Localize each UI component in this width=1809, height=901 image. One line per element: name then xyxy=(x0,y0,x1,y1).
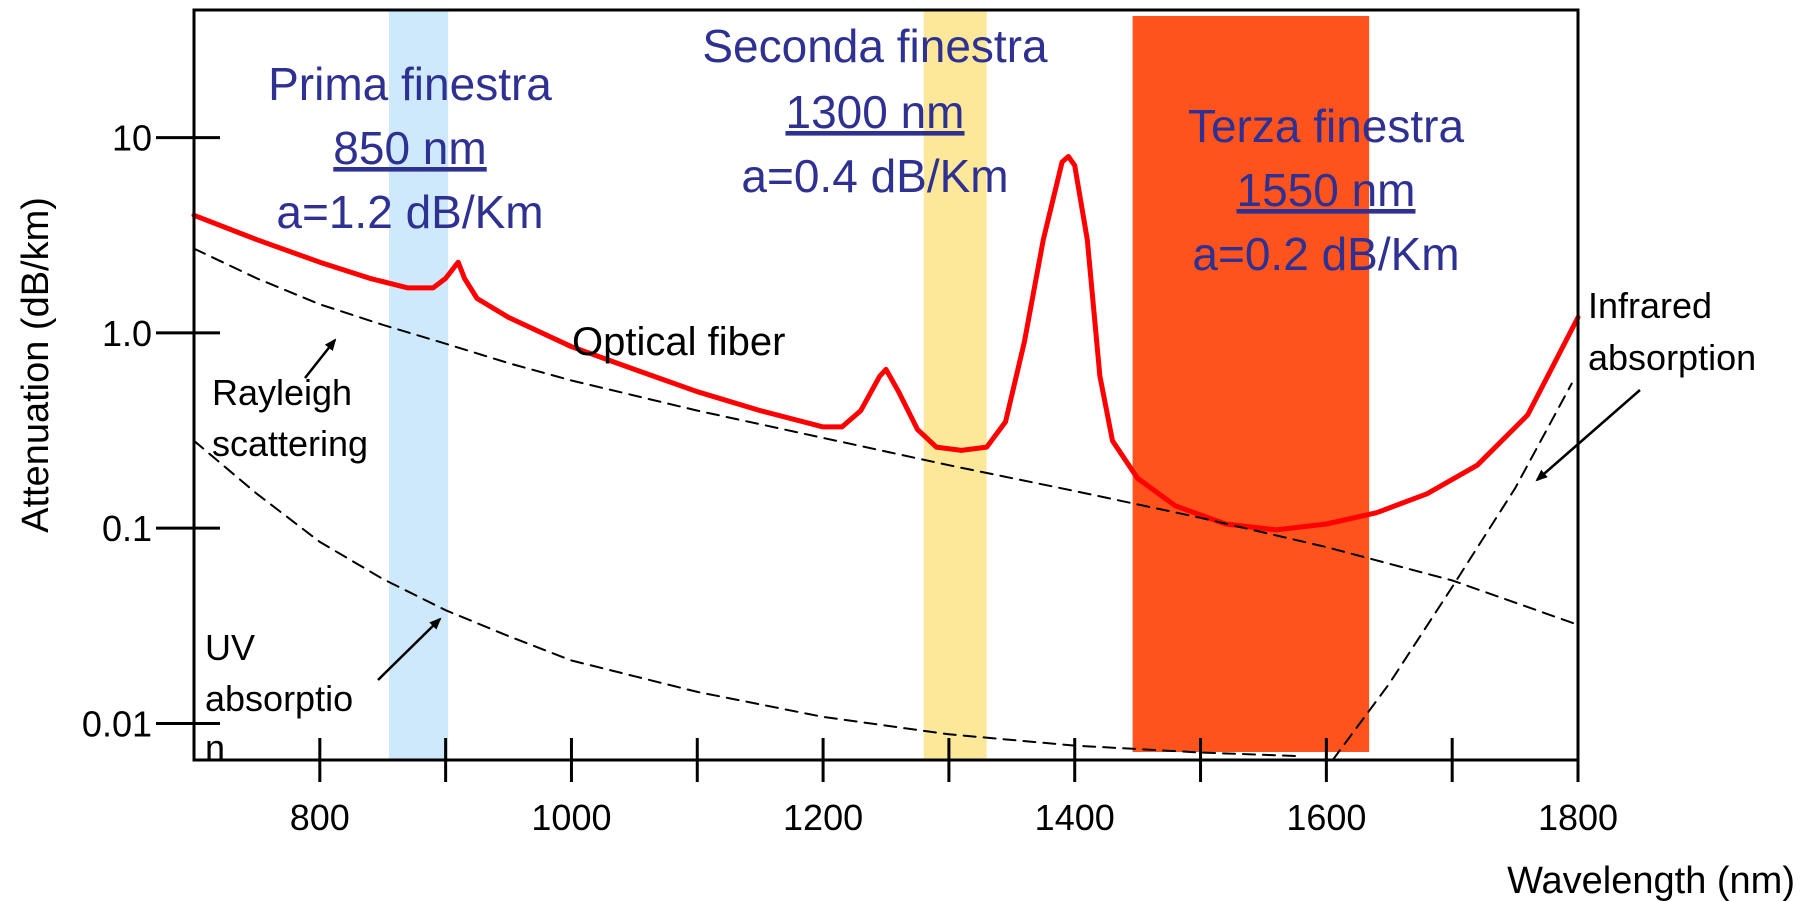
rayleigh-label-line1: Rayleigh xyxy=(212,372,352,413)
rayleigh-label-line2: scattering xyxy=(212,423,368,464)
y-axis-title: Attenuation (dB/km) xyxy=(15,197,57,533)
infrared-label-line2: absorption xyxy=(1588,337,1756,378)
infrared-label-line1: Infrared xyxy=(1588,285,1712,326)
y-tick-label: 0.1 xyxy=(102,508,152,549)
window-title: Prima finestra xyxy=(268,58,552,110)
window-wavelength: 1550 nm xyxy=(1236,164,1415,216)
window-title: Terza finestra xyxy=(1188,100,1465,152)
x-axis-title: Wavelength (nm) xyxy=(1507,860,1795,901)
optical-fiber-label: Optical fiber xyxy=(572,320,785,364)
infrared-arrow xyxy=(1537,390,1640,480)
x-tick-label: 1800 xyxy=(1538,797,1618,838)
window-label-second: Seconda finestra 1300 nm a=0.4 dB/Km xyxy=(702,20,1048,202)
x-tick-label: 1400 xyxy=(1035,797,1115,838)
window-wavelength: 1300 nm xyxy=(785,86,964,138)
x-tick-label: 1200 xyxy=(783,797,863,838)
window-title: Seconda finestra xyxy=(702,20,1048,72)
x-tick-label: 1000 xyxy=(531,797,611,838)
y-tick-label: 10 xyxy=(112,118,152,159)
x-tick-label: 1600 xyxy=(1286,797,1366,838)
window-wavelength: 850 nm xyxy=(333,122,486,174)
window-attenuation: a=0.4 dB/Km xyxy=(741,150,1008,202)
window-attenuation: a=0.2 dB/Km xyxy=(1192,228,1459,280)
y-tick-label: 1.0 xyxy=(102,313,152,354)
uv-label-line3: n xyxy=(205,727,225,768)
x-tick-label: 800 xyxy=(290,797,350,838)
uv-label-line2: absorptio xyxy=(205,678,353,719)
window-label-first: Prima finestra 850 nm a=1.2 dB/Km xyxy=(268,58,552,238)
window-attenuation: a=1.2 dB/Km xyxy=(276,186,543,238)
y-tick-label: 0.01 xyxy=(82,703,152,744)
uv-label-line1: UV xyxy=(205,627,255,668)
